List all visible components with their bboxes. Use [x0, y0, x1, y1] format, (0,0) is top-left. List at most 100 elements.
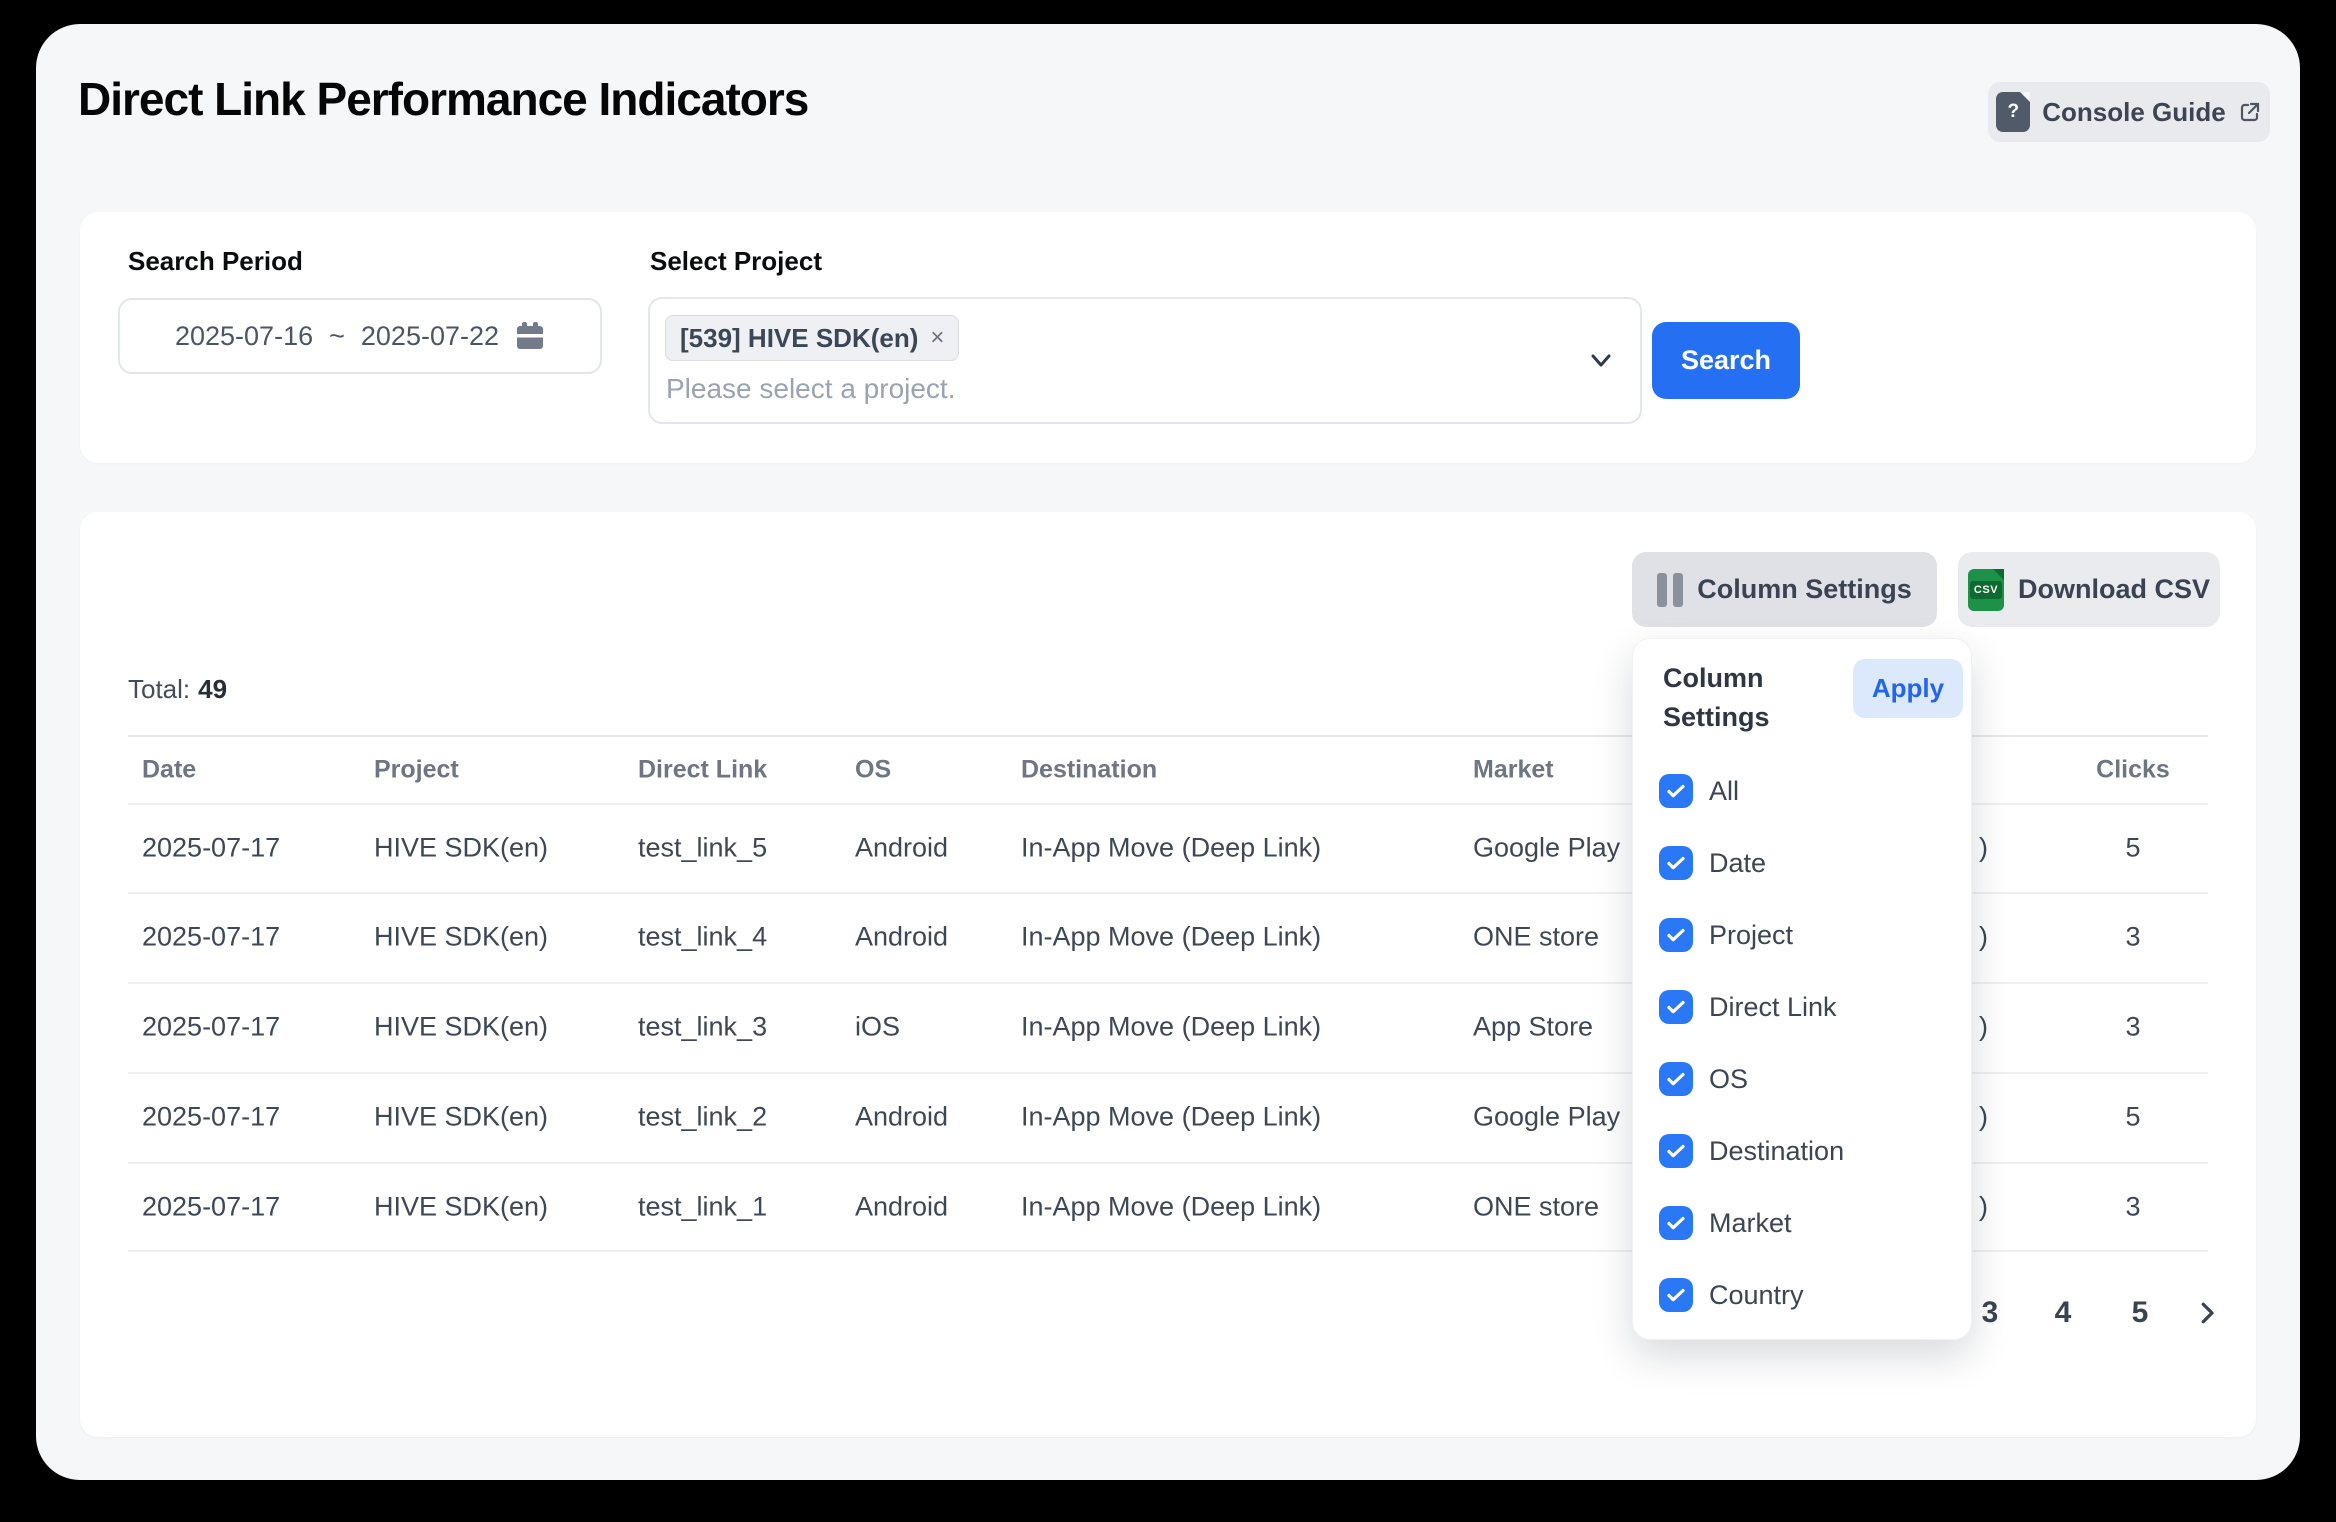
- page-title: Direct Link Performance Indicators: [78, 73, 809, 125]
- header-date: Date: [142, 755, 197, 784]
- project-tag-label: [539] HIVE SDK(en): [680, 322, 919, 353]
- divider: [128, 892, 2208, 894]
- cell-os: Android: [855, 1101, 949, 1132]
- cell-os: iOS: [855, 1011, 901, 1042]
- page-button-4[interactable]: 4: [2054, 1296, 2072, 1329]
- divider: [128, 735, 2208, 737]
- option-date[interactable]: Date: [1659, 841, 1959, 885]
- checkbox-checked-icon[interactable]: [1659, 774, 1693, 808]
- external-link-icon: [2240, 102, 2259, 122]
- project-placeholder: Please select a project.: [666, 373, 956, 404]
- search-period-label: Search Period: [128, 246, 303, 276]
- project-select[interactable]: [539] HIVE SDK(en) × Please select a pro…: [648, 297, 1642, 424]
- column-settings-label: Column Settings: [1697, 574, 1912, 604]
- next-page-button[interactable]: [2187, 1293, 2227, 1333]
- cell-market: ONE store: [1473, 1191, 1600, 1222]
- csv-file-icon: CSV: [1967, 568, 2004, 611]
- date-range-input[interactable]: 2025-07-16 ~ 2025-07-22: [118, 298, 602, 374]
- checkbox-checked-icon[interactable]: [1659, 846, 1693, 880]
- cell-date: 2025-07-17: [142, 1191, 281, 1222]
- checkbox-checked-icon[interactable]: [1659, 1206, 1693, 1240]
- option-market[interactable]: Market: [1659, 1201, 1959, 1245]
- divider: [128, 1250, 2208, 1252]
- cell-project: HIVE SDK(en): [374, 1011, 549, 1042]
- divider: [128, 803, 2208, 805]
- cell-clicks: 5: [2125, 832, 2141, 863]
- cell-country: ): [1979, 1101, 1988, 1132]
- checkbox-checked-icon[interactable]: [1659, 1134, 1693, 1168]
- cell-country: ): [1979, 921, 1988, 952]
- cell-direct-link: test_link_5: [638, 832, 768, 863]
- header-direct-link: Direct Link: [638, 755, 768, 784]
- cell-destination: In-App Move (Deep Link): [1021, 832, 1322, 863]
- table-row: 2025-07-17 HIVE SDK(en) test_link_2 Andr…: [128, 1072, 2208, 1162]
- option-country[interactable]: Country: [1659, 1273, 1959, 1317]
- cell-project: HIVE SDK(en): [374, 1191, 549, 1222]
- option-all[interactable]: All: [1659, 769, 1959, 813]
- calendar-icon[interactable]: [515, 321, 545, 351]
- console-guide-button[interactable]: ? Console Guide: [1988, 82, 2270, 142]
- cell-destination: In-App Move (Deep Link): [1021, 1191, 1322, 1222]
- table-row: 2025-07-17 HIVE SDK(en) test_link_1 Andr…: [128, 1162, 2208, 1252]
- apply-button[interactable]: Apply: [1853, 659, 1963, 718]
- select-project-label: Select Project: [650, 246, 822, 276]
- option-direct-link[interactable]: Direct Link: [1659, 985, 1959, 1029]
- cell-country: ): [1979, 832, 1988, 863]
- page-button-5[interactable]: 5: [2131, 1296, 2149, 1329]
- cell-project: HIVE SDK(en): [374, 832, 549, 863]
- cell-destination: In-App Move (Deep Link): [1021, 921, 1322, 952]
- column-settings-button[interactable]: Column Settings: [1632, 552, 1937, 627]
- cell-country: ): [1979, 1191, 1988, 1222]
- project-tag: [539] HIVE SDK(en) ×: [665, 315, 960, 361]
- cell-os: Android: [855, 1191, 949, 1222]
- divider: [128, 1072, 2208, 1074]
- cell-market: ONE store: [1473, 921, 1600, 952]
- cell-destination: In-App Move (Deep Link): [1021, 1011, 1322, 1042]
- cell-market: Google Play: [1473, 1101, 1621, 1132]
- cell-project: HIVE SDK(en): [374, 921, 549, 952]
- columns-icon: [1657, 572, 1684, 607]
- divider: [128, 982, 2208, 984]
- chevron-right-icon: [2201, 1302, 2214, 1324]
- checkbox-checked-icon[interactable]: [1659, 1278, 1693, 1312]
- cell-destination: In-App Move (Deep Link): [1021, 1101, 1322, 1132]
- header-destination: Destination: [1021, 755, 1158, 784]
- page-button-3[interactable]: 3: [1981, 1296, 1999, 1329]
- divider: [128, 1162, 2208, 1164]
- cell-os: Android: [855, 832, 949, 863]
- header-project: Project: [374, 755, 459, 784]
- remove-tag-icon[interactable]: ×: [930, 324, 945, 351]
- total-count: Total: 49: [128, 674, 227, 705]
- checkbox-checked-icon[interactable]: [1659, 918, 1693, 952]
- cell-direct-link: test_link_1: [638, 1191, 768, 1222]
- cell-clicks: 3: [2125, 1191, 2141, 1222]
- cell-os: Android: [855, 921, 949, 952]
- option-project[interactable]: Project: [1659, 913, 1959, 957]
- option-os[interactable]: OS: [1659, 1057, 1959, 1101]
- table-header-row: Date Project Direct Link OS Destination …: [128, 737, 2208, 803]
- date-separator: ~: [329, 320, 345, 351]
- column-settings-popup: Column Settings Apply All Date Project D…: [1632, 638, 1972, 1340]
- chevron-down-icon[interactable]: [1586, 345, 1616, 375]
- console-guide-label: Console Guide: [2042, 96, 2226, 127]
- cell-date: 2025-07-17: [142, 921, 281, 952]
- date-start: 2025-07-16: [174, 320, 314, 351]
- table-row: 2025-07-17 HIVE SDK(en) test_link_4 Andr…: [128, 892, 2208, 982]
- checkbox-checked-icon[interactable]: [1659, 990, 1693, 1024]
- search-button[interactable]: Search: [1652, 322, 1800, 399]
- cell-country: ): [1979, 1011, 1988, 1042]
- cell-clicks: 3: [2125, 921, 2141, 952]
- cell-date: 2025-07-17: [142, 1101, 281, 1132]
- header-market: Market: [1473, 755, 1554, 784]
- column-options-list: All Date Project Direct Link OS Destinat…: [1659, 769, 1959, 1345]
- download-csv-button[interactable]: CSV Download CSV: [1958, 552, 2220, 627]
- cell-market: Google Play: [1473, 832, 1621, 863]
- cell-market: App Store: [1473, 1011, 1594, 1042]
- option-destination[interactable]: Destination: [1659, 1129, 1959, 1173]
- checkbox-checked-icon[interactable]: [1659, 1062, 1693, 1096]
- cell-project: HIVE SDK(en): [374, 1101, 549, 1132]
- total-value: 49: [198, 674, 228, 704]
- table-row: 2025-07-17 HIVE SDK(en) test_link_5 Andr…: [128, 803, 2208, 893]
- cell-clicks: 5: [2125, 1101, 2141, 1132]
